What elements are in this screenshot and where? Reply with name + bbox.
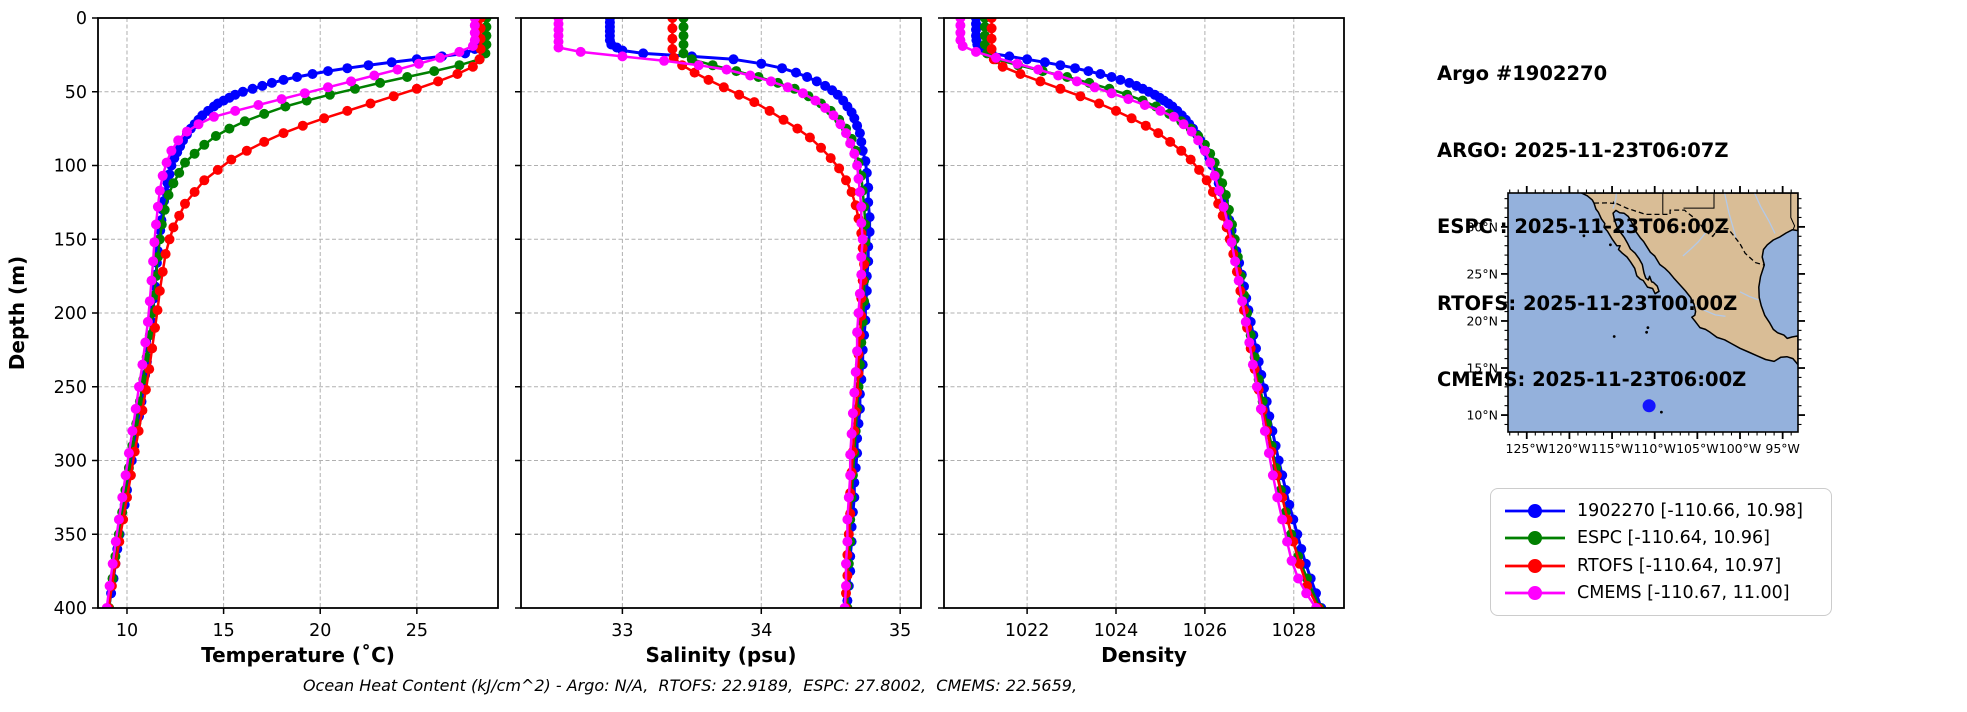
map-longitude-label: 115°W	[1591, 441, 1633, 456]
depth-tick-label: 50	[65, 83, 87, 103]
temperature-panel: 10 15 20 25050100150200250300350400Temperat…	[5, 9, 499, 667]
legend-marker-cmems-icon	[1505, 586, 1565, 601]
density-xtick-label: 1024	[1094, 621, 1139, 641]
legend-item-espc: ESPC [-110.64, 10.96]	[1503, 525, 1821, 553]
map-longitude-label: 110°W	[1633, 441, 1675, 456]
map-frame	[1507, 192, 1799, 433]
depth-tick-label: 150	[54, 230, 87, 250]
map-island-dot	[1612, 335, 1616, 338]
depth-tick-label: 200	[54, 304, 87, 324]
salinity-xtick-label: 35	[889, 621, 911, 641]
density-panel: 1022 1024 1026 1028 Density	[938, 17, 1345, 667]
float-location-marker	[1642, 399, 1656, 413]
map-state-line	[1790, 193, 1796, 230]
density-xtick-label: 1022	[1005, 621, 1050, 641]
depth-tick-label: 0	[76, 9, 87, 29]
map-longitude-label: 105°W	[1676, 441, 1718, 456]
map-river	[1723, 193, 1738, 241]
legend-box: 1902270 [-110.66, 10.98] ESPC [-110.64, …	[1490, 488, 1832, 616]
header-info: Argo #1902270 ARGO: 2025-11-23T06:07Z ES…	[1437, 10, 1746, 418]
legend-marker-rtofs-icon	[1505, 558, 1565, 573]
map-island-dot	[1683, 306, 1687, 310]
map-longitude-label: 100°W	[1719, 441, 1761, 456]
map-river	[1695, 304, 1726, 317]
legend-item-cmems: CMEMS [-110.67, 11.00]	[1503, 580, 1821, 608]
density-xtick-label: 1028	[1272, 621, 1317, 641]
ohc-caption: Ocean Heat Content (kJ/cm^2) - Argo: N/A…	[302, 676, 1078, 695]
map-river	[1739, 291, 1759, 301]
map-latitude-label: 20°N	[1466, 313, 1498, 328]
map-land-coastline	[1580, 193, 1798, 366]
legend-marker-argo-icon	[1505, 503, 1565, 518]
density-xtick-label: 1026	[1183, 621, 1228, 641]
density-axis-title: Density	[1101, 643, 1187, 667]
series-cmems-salinity	[553, 18, 868, 608]
legend-marker-espc-icon	[1505, 531, 1565, 546]
map-island-dot	[1645, 330, 1648, 334]
header-line-cmems-time: CMEMS: 2025-11-23T06:00Z	[1437, 368, 1747, 391]
depth-tick-label: 350	[54, 525, 87, 545]
header-line-argo-time: ARGO: 2025-11-23T06:07Z	[1437, 138, 1729, 162]
salinity-axis-title: Salinity (psu)	[645, 643, 796, 667]
depth-tick-label: 400	[54, 599, 87, 619]
map-latitude-label: 30°N	[1466, 219, 1498, 234]
salinity-xtick-label: 34	[750, 621, 772, 641]
map-latitude-label: 10°N	[1466, 408, 1498, 423]
series-rtofs-temperature	[103, 18, 486, 608]
map-island-dot	[1582, 234, 1586, 238]
map-state-line	[1683, 193, 1715, 209]
map-island-dot	[1609, 243, 1612, 247]
series-cmems-density	[955, 18, 1321, 608]
map-latitude-label: 25°N	[1466, 266, 1498, 281]
map-longitude-label: 95°W	[1765, 441, 1800, 456]
header-line-rtofs-time: RTOFS: 2025-11-23T00:00Z	[1437, 291, 1738, 315]
map-longitude-label: 120°W	[1548, 441, 1590, 456]
map-river	[1682, 232, 1707, 257]
legend-label-rtofs: RTOFS [-110.64, 10.97]	[1577, 555, 1782, 576]
legend-label-cmems: CMEMS [-110.67, 11.00]	[1577, 583, 1790, 604]
map-longitude-label: 125°W	[1506, 441, 1548, 456]
map-border-dashed	[1593, 201, 1765, 266]
map-island-dot	[1646, 326, 1650, 329]
temperature-xtick-label: 10	[116, 621, 138, 641]
series-cmems-temperature	[101, 18, 480, 608]
map-latitude-label: 15°N	[1466, 361, 1498, 376]
salinity-panel: 33 34 35 Salinity (psu)	[515, 17, 922, 667]
legend-item-rtofs: RTOFS [-110.64, 10.97]	[1503, 552, 1821, 580]
map-river	[1612, 193, 1617, 209]
legend-label-espc: ESPC [-110.64, 10.96]	[1577, 528, 1770, 549]
depth-tick-label: 250	[54, 378, 87, 398]
map-island-dot	[1660, 410, 1663, 414]
depth-axis-title: Depth (m)	[5, 256, 29, 370]
temperature-xtick-label: 25	[406, 621, 428, 641]
header-line-espc-time: ESPC : 2025-11-23T06:00Z	[1437, 215, 1729, 238]
temperature-xtick-label: 15	[212, 621, 234, 641]
salinity-xtick-label: 33	[611, 621, 633, 641]
map-river	[1753, 193, 1776, 234]
temperature-xtick-label: 20	[309, 621, 331, 641]
legend-label-argo: 1902270 [-110.66, 10.98]	[1577, 500, 1803, 521]
legend-item-argo: 1902270 [-110.66, 10.98]	[1503, 497, 1821, 525]
map-panel: 125°W 120°W 115°W 110°W 105°W 100°W 95°W 10°N 15…	[1466, 186, 1805, 456]
header-line-argo-id: Argo #1902270	[1437, 62, 1608, 85]
temperature-axis-title: Temperature (˚C)	[201, 643, 395, 667]
depth-tick-label: 100	[54, 157, 87, 177]
depth-tick-label: 300	[54, 452, 87, 472]
